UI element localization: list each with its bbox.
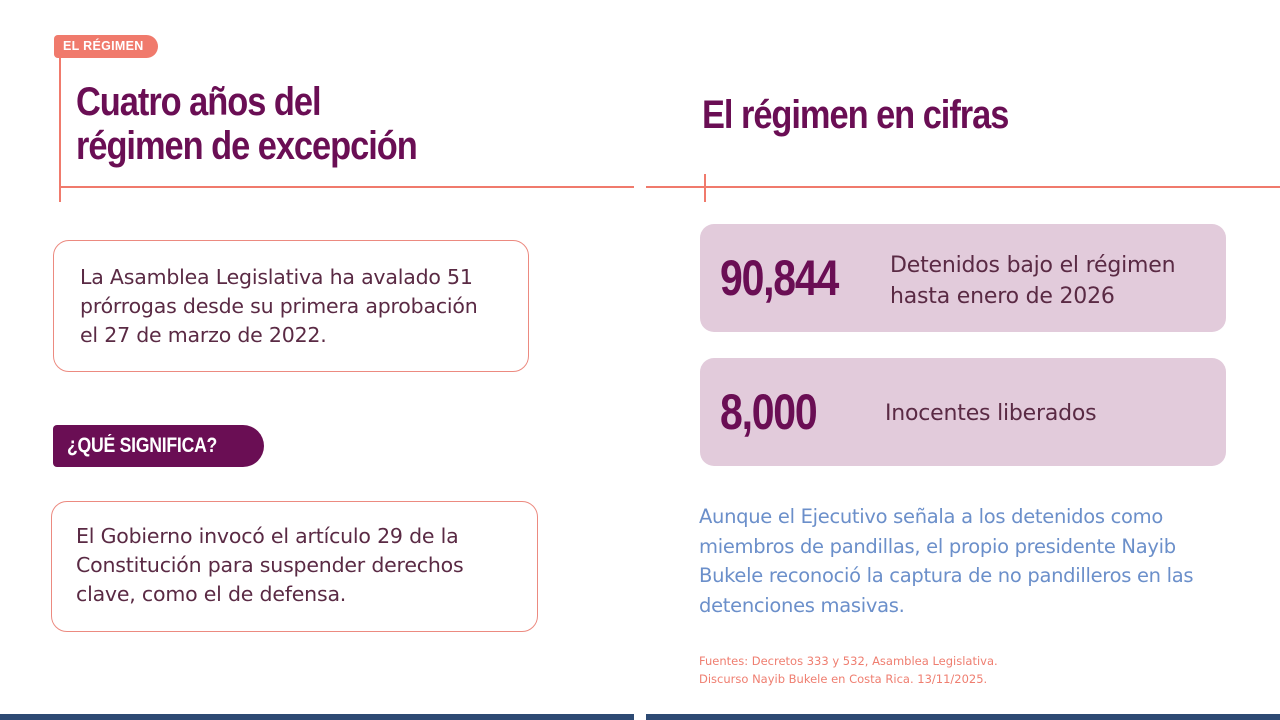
stat-value: 90,844 bbox=[720, 250, 839, 306]
info-box-articulo: El Gobierno invocó el artículo 29 de la … bbox=[51, 501, 538, 632]
slide-title: El régimen en cifras bbox=[702, 93, 1009, 137]
info-line-3: el 27 de marzo de 2022. bbox=[80, 323, 327, 347]
context-note: Aunque el Ejecutivo señala a los detenid… bbox=[699, 502, 1239, 620]
info-line-3: clave, como el de defensa. bbox=[76, 582, 347, 606]
stat-description: Inocentes liberados bbox=[885, 398, 1097, 429]
slide-title: Cuatro años del régimen de excepción bbox=[76, 80, 418, 168]
question-pill: ¿QUÉ SIGNIFICA? bbox=[53, 425, 264, 467]
stat-card-inocentes: 8,000 Inocentes liberados bbox=[700, 358, 1226, 466]
accent-horizontal-line bbox=[646, 186, 1280, 188]
slide-title-line-1: Cuatro años del bbox=[76, 80, 322, 124]
accent-vertical-line bbox=[59, 56, 61, 202]
stat-description-line-1: Detenidos bajo el régimen bbox=[890, 253, 1176, 278]
accent-tick-mark bbox=[704, 174, 706, 202]
stat-description-line-1: Inocentes liberados bbox=[885, 401, 1097, 426]
stat-value: 8,000 bbox=[720, 384, 818, 440]
note-line-2: miembros de pandillas, el propio preside… bbox=[699, 534, 1176, 558]
slide-right: El régimen en cifras 90,844 Detenidos ba… bbox=[646, 0, 1280, 720]
section-tag: EL RÉGIMEN bbox=[54, 35, 158, 58]
info-line-2: Constitución para suspender derechos bbox=[76, 553, 464, 577]
note-line-1: Aunque el Ejecutivo señala a los detenid… bbox=[699, 505, 1163, 528]
note-line-4: detenciones masivas. bbox=[699, 593, 905, 617]
sources-line-1: Fuentes: Decretos 333 y 532, Asamblea Le… bbox=[699, 654, 998, 668]
info-line-1: El Gobierno invocó el artículo 29 de la bbox=[76, 524, 459, 548]
question-pill-label: ¿QUÉ SIGNIFICA? bbox=[67, 434, 218, 457]
sources-footnote: Fuentes: Decretos 333 y 532, Asamblea Le… bbox=[699, 652, 998, 688]
stat-card-detenidos: 90,844 Detenidos bajo el régimen hasta e… bbox=[700, 224, 1226, 332]
slide-title-line-2: régimen de excepción bbox=[76, 124, 418, 168]
stat-description: Detenidos bajo el régimen hasta enero de… bbox=[890, 250, 1176, 312]
accent-horizontal-line bbox=[60, 186, 634, 188]
bottom-bar bbox=[0, 714, 634, 720]
note-line-3: Bukele reconoció la captura de no pandil… bbox=[699, 564, 1194, 587]
info-line-1: La Asamblea Legislativa ha avalado 51 bbox=[80, 265, 473, 289]
stat-description-line-2: hasta enero de 2026 bbox=[890, 284, 1115, 309]
info-line-2: prórrogas desde su primera aprobación bbox=[80, 294, 478, 318]
info-box-prorrogas: La Asamblea Legislativa ha avalado 51 pr… bbox=[53, 240, 529, 372]
panel-gutter bbox=[634, 0, 646, 720]
bottom-bar bbox=[646, 714, 1280, 720]
slide-left: EL RÉGIMEN Cuatro años del régimen de ex… bbox=[0, 0, 634, 720]
sources-line-2: Discurso Nayib Bukele en Costa Rica. 13/… bbox=[699, 672, 988, 686]
